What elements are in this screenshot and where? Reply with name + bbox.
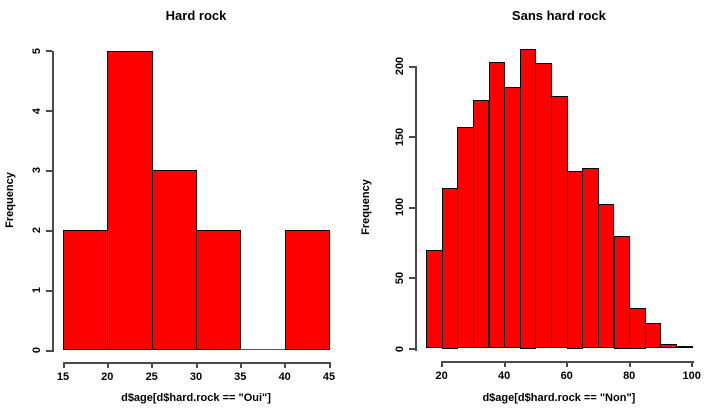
x-axis-label: d$age[d$hard.rock == "Non"] [482, 392, 636, 404]
y-tick [46, 50, 52, 53]
y-tick [46, 349, 52, 352]
histogram-bar [196, 230, 242, 350]
y-tick-label: 3 [31, 167, 43, 174]
x-tick [239, 362, 242, 368]
y-tick-label: 0 [31, 346, 43, 354]
x-tick [284, 362, 287, 368]
x-tick [503, 360, 506, 367]
histogram-bar [551, 95, 568, 349]
histogram-bar [151, 170, 197, 350]
histogram-bar [284, 230, 330, 350]
zero-count-baseline [240, 349, 286, 350]
y-axis-line [415, 66, 417, 351]
y-tick-label: 0 [394, 345, 406, 352]
x-tick [195, 362, 198, 368]
x-tick-label: 15 [56, 371, 70, 383]
y-tick [46, 289, 52, 292]
y-tick-label: 100 [394, 198, 406, 217]
x-tick-label: 20 [435, 369, 448, 382]
histogram-bar [644, 323, 662, 349]
histogram-bar [426, 249, 443, 349]
y-tick-label: 50 [394, 271, 406, 285]
x-tick [62, 362, 65, 368]
x-tick [691, 360, 694, 367]
y-axis-label: Frequency [4, 172, 16, 229]
chart-title: Hard rock [165, 8, 227, 23]
x-tick-label: 40 [497, 369, 511, 382]
y-tick-label: 4 [31, 107, 43, 114]
y-tick [409, 65, 415, 68]
histogram-bar [457, 126, 474, 349]
y-tick [46, 169, 52, 172]
y-tick [46, 229, 52, 232]
x-tick-label: 25 [145, 371, 158, 383]
x-tick-label: 60 [560, 369, 573, 382]
y-tick-label: 5 [31, 47, 43, 54]
x-tick-label: 40 [278, 371, 291, 383]
y-axis-label: Frequency [360, 179, 372, 236]
y-tick-label: 150 [394, 127, 406, 146]
y-tick-label: 200 [394, 56, 406, 76]
x-tick-label: 30 [189, 371, 203, 383]
x-tick-label: 35 [234, 371, 247, 383]
histogram-bar [660, 344, 677, 349]
histogram-bar [535, 63, 552, 349]
histogram-bar [472, 99, 490, 349]
x-tick-label: 80 [623, 369, 636, 382]
histogram-bar [504, 87, 521, 349]
x-tick-label: 100 [682, 369, 701, 382]
histogram-bar [597, 204, 615, 349]
y-axis-line [52, 50, 54, 352]
x-tick [151, 362, 154, 368]
y-tick [409, 206, 415, 209]
histogram-bar [488, 61, 506, 349]
y-tick [409, 348, 415, 350]
y-tick [409, 277, 415, 280]
histogram-bar [519, 49, 537, 349]
y-tick [409, 136, 415, 139]
x-axis-label: d$age[d$hard.rock == "Oui"] [121, 392, 271, 404]
histogram-bar [629, 307, 646, 349]
x-tick [566, 360, 569, 367]
y-tick-label: 1 [31, 287, 43, 294]
histogram-bar [582, 167, 599, 349]
histogram-bar [676, 345, 693, 349]
x-tick [441, 360, 444, 367]
histogram-bar [613, 235, 631, 349]
histogram-bar [566, 170, 584, 349]
x-tick [106, 362, 109, 368]
y-tick-label: 2 [31, 227, 43, 234]
histogram-bar [441, 187, 459, 349]
x-tick [628, 360, 631, 367]
x-tick-label: 45 [322, 371, 336, 383]
x-tick-label: 20 [101, 371, 114, 383]
chart-title: Sans hard rock [511, 8, 606, 23]
histogram-bar [63, 230, 109, 350]
y-tick [46, 110, 52, 113]
histogram-bar [107, 50, 153, 350]
x-tick [328, 362, 331, 368]
